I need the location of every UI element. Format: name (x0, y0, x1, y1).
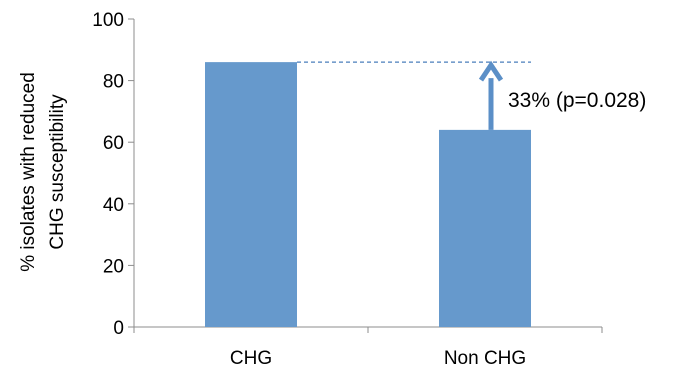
y-axis-title-line-2: CHG susceptibility (47, 94, 68, 250)
y-tick-label: 40 (103, 195, 124, 216)
y-tick-label: 80 (103, 72, 124, 93)
y-tick-label: 0 (113, 318, 124, 339)
x-tick-label: CHG (230, 348, 272, 369)
y-axis-title-line-1: % isolates with reduced (18, 72, 39, 272)
x-tick-label: Non CHG (444, 348, 526, 369)
bar-chg (205, 62, 297, 328)
bars (205, 62, 531, 328)
y-tick-label: 60 (103, 133, 124, 154)
annotation: 33% (p=0.028) (297, 60, 646, 130)
arrow-head (478, 60, 504, 82)
x-axis: CHG Non CHG (133, 326, 603, 369)
y-axis: 0 20 40 60 80 100 (92, 10, 135, 339)
bar-non-chg (439, 129, 531, 327)
y-axis-title: % isolates with reduced CHG susceptibili… (18, 72, 68, 272)
annotation-text: 33% (p=0.028) (508, 89, 646, 112)
y-tick-label: 100 (92, 10, 124, 31)
y-tick-label: 20 (103, 256, 124, 277)
